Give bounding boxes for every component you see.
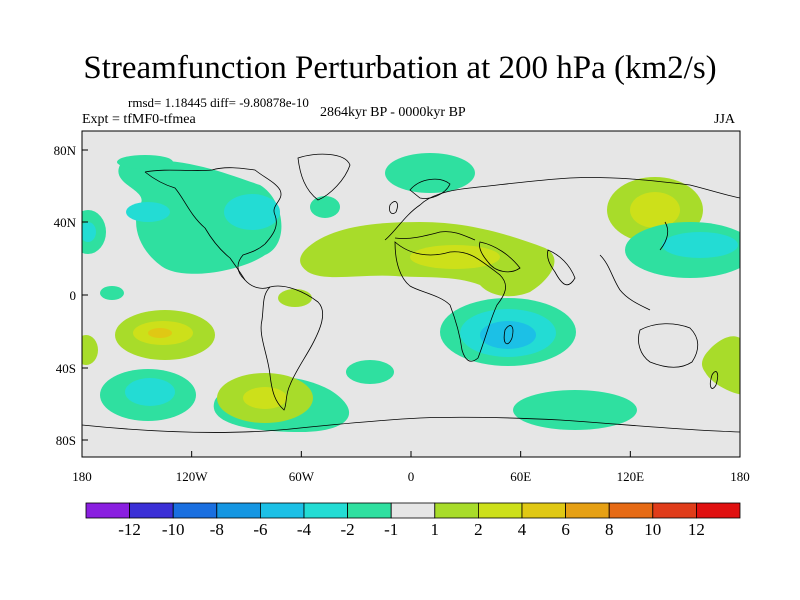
southeast-asia <box>599 254 651 311</box>
region-npac-neg-core <box>126 202 170 222</box>
latitude-axis: 80N 40N 0 40S 80S <box>54 143 88 448</box>
colorbar-label: 1 <box>431 520 440 539</box>
europe-south <box>394 231 476 241</box>
region-west-edge-neg-core <box>82 222 96 242</box>
region-npac-neg <box>118 160 282 274</box>
colorbar-swatch <box>390 502 436 519</box>
lon-tick-label: 60E <box>510 469 531 484</box>
region-se-pac-neg-core <box>125 378 175 406</box>
british-isles <box>389 201 398 214</box>
colorbar: -12 -10 -8 -6 -4 -2 -1 1 2 4 6 8 10 12 <box>85 502 741 539</box>
colorbar-label: -4 <box>297 520 312 539</box>
colorbar-swatch <box>565 502 610 519</box>
greenland <box>297 153 351 201</box>
region-spac-pos-center <box>148 328 172 338</box>
region-atlantic-neg <box>310 196 340 218</box>
lon-tick-label: 120E <box>617 469 645 484</box>
colorbar-swatch <box>608 502 654 519</box>
colorbar-swatch <box>259 502 305 519</box>
longitude-axis: 180 120W 60W 0 60E 120E 180 <box>72 451 750 484</box>
region-wpac-neg-core <box>662 232 738 258</box>
north-america-west <box>144 171 246 281</box>
colorbar-swatch <box>477 502 523 519</box>
region-satlantic-neg <box>346 360 394 384</box>
colorbar-label: -6 <box>253 520 267 539</box>
south-america <box>260 285 324 411</box>
colorbar-label: -12 <box>118 520 141 539</box>
lon-tick-label: 120W <box>176 469 209 484</box>
africa <box>394 241 506 362</box>
region-namerica-neg-core <box>224 194 280 230</box>
colorbar-swatch <box>434 502 479 519</box>
colorbar-label: -8 <box>210 520 224 539</box>
colorbar-label: 10 <box>644 520 661 539</box>
colorbar-swatch <box>696 502 741 519</box>
region-australia-pos <box>702 336 740 395</box>
region-tropical-pos <box>278 289 312 307</box>
region-arctic-neg <box>117 155 173 169</box>
arabia <box>479 241 521 273</box>
plot-title: Streamfunction Perturbation at 200 hPa (… <box>83 50 717 86</box>
lon-tick-label: 0 <box>408 469 415 484</box>
colorbar-swatch <box>129 502 174 519</box>
north-america-coast <box>144 167 282 289</box>
experiment-label: Expt = tfMF0-tfmea <box>82 112 196 127</box>
colorbar-swatch <box>172 502 218 519</box>
lat-tick-label: 40S <box>56 361 76 376</box>
region-sind-neg-center <box>480 321 536 349</box>
antarctica <box>82 416 740 433</box>
colorbar-label: -2 <box>341 520 355 539</box>
colorbar-swatch <box>521 502 566 519</box>
australia <box>638 323 699 368</box>
colorbar-swatch <box>652 502 697 519</box>
colorbar-swatch <box>347 502 392 519</box>
colorbar-swatch <box>303 502 348 519</box>
lat-tick-label: 0 <box>70 288 77 303</box>
lat-tick-label: 80S <box>56 433 76 448</box>
season-label: JJA <box>714 112 736 127</box>
region-europe-neg <box>385 153 475 193</box>
japan <box>659 221 669 251</box>
region-asia-pos-core <box>630 192 680 228</box>
colorbar-swatch <box>216 502 261 519</box>
colorbar-swatch <box>85 502 130 519</box>
region-tropical-neg <box>100 286 124 300</box>
lon-tick-label: 60W <box>289 469 315 484</box>
colorbar-label: -1 <box>384 520 398 539</box>
lon-tick-label: 180 <box>730 469 750 484</box>
coastlines <box>82 153 740 433</box>
colorbar-label: 8 <box>605 520 614 539</box>
new-zealand <box>709 371 719 389</box>
colorbar-label: 2 <box>474 520 483 539</box>
colorbar-label: -10 <box>162 520 185 539</box>
madagascar <box>503 325 514 345</box>
colorbar-label: 6 <box>561 520 570 539</box>
scandinavia <box>409 178 451 199</box>
region-sam-pos-center <box>243 387 287 409</box>
stats-label: rmsd= 1.18445 diff= -9.80878e-10 <box>128 95 309 110</box>
region-antarctic-neg <box>513 390 637 430</box>
india <box>547 249 576 286</box>
eurasia <box>384 177 740 241</box>
colorbar-label: 4 <box>518 520 527 539</box>
field-layer <box>82 153 740 432</box>
lat-tick-label: 40N <box>54 215 77 230</box>
colorbar-label: 12 <box>688 520 705 539</box>
lat-tick-label: 80N <box>54 143 77 158</box>
region-west-edge-pos <box>82 335 98 365</box>
lon-tick-label: 180 <box>72 469 92 484</box>
period-label: 2864kyr BP - 0000kyr BP <box>320 105 466 120</box>
region-africa-pos-core <box>410 245 500 269</box>
